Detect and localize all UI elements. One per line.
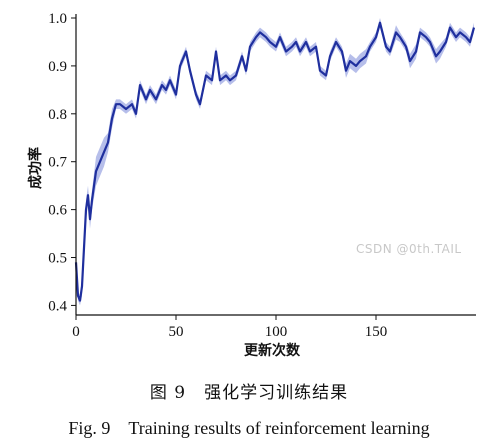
tick-marks: 0.4 0.5 0.6 0.7 0.8 0.9 1.0 0 50 100 150: [48, 11, 387, 340]
series-line: [74, 21, 476, 302]
band-area: [76, 18, 474, 306]
axes: [75, 14, 476, 316]
figure-caption-english: Fig. 9 Training results of reinforcement…: [68, 418, 430, 438]
training-success-chart: 0.4 0.5 0.6 0.7 0.8 0.9 1.0 0 50 100 150 成功率 更新次数: [27, 11, 476, 359]
y-tick-label: 1.0: [48, 11, 67, 27]
y-axis-title: 成功率: [27, 147, 44, 189]
y-tick-label: 0.9: [48, 59, 67, 75]
success-rate-line: [74, 21, 476, 302]
watermark: CSDN @0th.TAIL: [356, 242, 462, 256]
y-tick-label: 0.7: [48, 155, 67, 171]
figure-caption-chinese: 图 9 强化学习训练结果: [149, 383, 349, 403]
y-tick-label: 0.5: [48, 251, 67, 267]
y-tick-label: 0.8: [48, 107, 67, 123]
x-axis-title: 更新次数: [244, 342, 301, 359]
y-tick-label: 0.6: [48, 203, 67, 219]
x-tick-label: 100: [265, 324, 288, 340]
y-tick-label: 0.4: [48, 298, 67, 314]
x-tick-label: 50: [169, 324, 184, 340]
confidence-band: [76, 18, 474, 306]
x-tick-label: 150: [365, 324, 388, 340]
x-tick-label: 0: [72, 324, 80, 340]
